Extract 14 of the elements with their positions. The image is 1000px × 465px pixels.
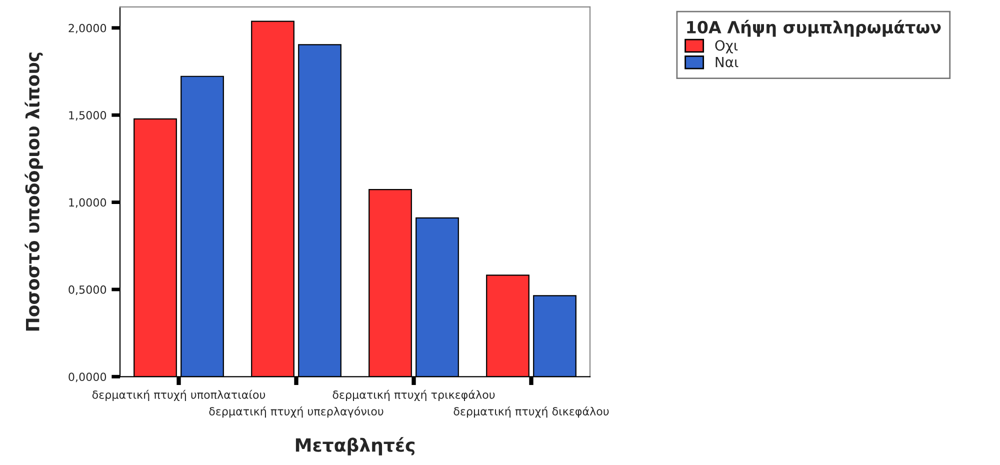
y-tick-label: 0,0000 xyxy=(68,372,106,382)
legend-label: Οχι xyxy=(715,40,738,54)
x-tick-label: δερματική πτυχή δικεφάλου xyxy=(454,406,609,418)
y-tick-label: 0,5000 xyxy=(68,285,106,295)
x-tick-label: δερματική πτυχή τρικεφάλου xyxy=(332,390,495,402)
y-tick-label: 2,0000 xyxy=(68,24,106,34)
x-tick-label: δερματική πτυχή υπερλαγόνιου xyxy=(209,406,384,418)
legend-title: 10A Λήψη συμπληρωμάτων xyxy=(687,20,941,37)
y-axis-title: Ποσοστό υποδόριου λίπους xyxy=(24,52,43,331)
y-tick-label: 1,0000 xyxy=(69,198,106,208)
x-axis-title: Μεταβλητές xyxy=(296,437,415,456)
x-tick-label: δερματική πτυχή υποπλατιαίου xyxy=(92,390,266,402)
legend-label: Ναι xyxy=(716,57,738,68)
y-tick-label: 1,5000 xyxy=(69,111,106,121)
